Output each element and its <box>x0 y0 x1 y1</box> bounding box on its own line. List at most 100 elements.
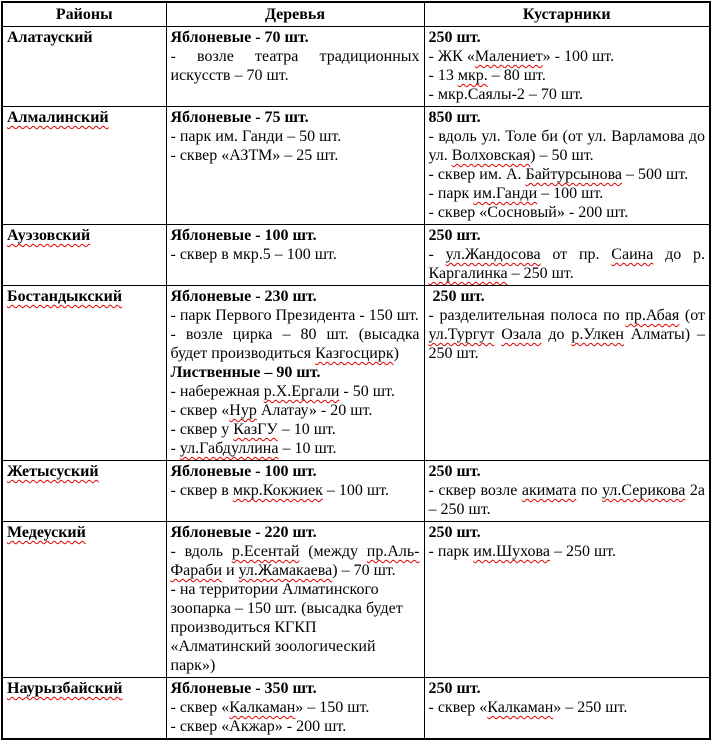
misspelled-word: ул.Тургут <box>428 326 495 343</box>
table-row: Медеуский Яблоневые - 220 шт. - вдоль р.Ес… <box>1 521 711 678</box>
misspelled-word: Саина <box>611 246 654 263</box>
entry-line: - возле театра традиционных искусств – 7… <box>170 48 420 84</box>
misspelled-word: р.Х.Ергали <box>263 383 340 400</box>
entry-heading-line: 250 шт. <box>428 524 481 541</box>
misspelled-word: Малениет <box>474 48 543 65</box>
misspelled-word: Ауэзовский <box>7 227 91 244</box>
misspelled-word: ул.Жамакаева <box>238 562 333 579</box>
header-shrubs: Кустарники <box>423 1 711 27</box>
table-body: Алатауский Яблоневые - 70 шт. - возле теат… <box>1 26 711 740</box>
entry-line: - сквер «Калкаман» – 150 шт. <box>170 699 370 716</box>
entry-line: - сквер в мкр.5 – 100 шт. <box>170 246 337 263</box>
entry-heading-line: 250 шт. <box>428 29 481 46</box>
entry-heading-line: 250 шт. <box>428 288 485 305</box>
table-row: Ауэзовский Яблоневые - 100 шт. - сквер в м… <box>1 224 711 286</box>
misspelled-word: мкр. <box>457 67 488 84</box>
entry-line: - парк Первого Президента - 150 шт. <box>170 307 419 324</box>
entry-line: - сквер им. А. Байтурсынова – 500 шт. <box>428 166 689 183</box>
entry-heading-line: Бостандыкский <box>7 287 162 306</box>
table-row: Алатауский Яблоневые - 70 шт. - возле теат… <box>1 26 711 107</box>
entry-heading-line: Яблоневые - 350 шт. <box>170 680 317 697</box>
trees-cell: Яблоневые - 230 шт. - парк Первого Презид… <box>165 285 425 461</box>
district-cell: Алатауский <box>1 26 167 107</box>
trees-cell: Яблоневые - 100 шт. - сквер в мкр.5 – 100… <box>165 224 425 286</box>
misspelled-word: Калкаман <box>487 699 554 716</box>
entry-line: - разделительная полоса по пр.Абая (от у… <box>428 307 706 362</box>
district-cell: Жетысуский <box>1 460 167 522</box>
misspelled-word: акимата <box>521 482 577 499</box>
table-row: Алмалинский Яблоневые - 75 шт. - парк им. … <box>1 106 711 225</box>
misspelled-word: Каргалинка <box>428 265 508 282</box>
district-cell: Бостандыкский <box>1 285 167 461</box>
entry-heading-line: Яблоневые - 100 шт. <box>170 227 317 244</box>
misspelled-word: пр.Абая <box>625 307 680 324</box>
entry-heading-line: Алатауский <box>7 29 93 46</box>
trees-cell: Яблоневые - 75 шт. - парк им. Ганди – 50 … <box>165 106 425 225</box>
entry-line: - ЖК «Малениет» - 100 шт. <box>428 48 615 65</box>
entry-line: - парк им.Шухова – 250 шт. <box>428 543 617 560</box>
misspelled-word: им.Ганди <box>473 185 538 202</box>
entry-line: - вдоль ул. Толе би (от ул. Варламова до… <box>428 128 706 164</box>
entry-line: - на территории Алматинского зоопарка – … <box>170 581 403 674</box>
entry-line: - ул.Жандосова от пр. Саина до р. Каргал… <box>428 246 706 282</box>
misspelled-word: Казгосцирк <box>315 345 394 362</box>
entry-line: - возле цирка – 80 шт. (высадка будет пр… <box>170 326 420 362</box>
entry-heading-line: Яблоневые - 230 шт. <box>170 288 317 305</box>
entry-line: - парк им. Ганди – 50 шт. <box>170 128 342 145</box>
entry-heading-line: Наурызбайский <box>7 679 162 698</box>
entry-line: - сквер «Нур Алатау» - 20 шт. <box>170 402 373 419</box>
district-cell: Наурызбайский <box>1 677 167 740</box>
entry-heading-line: Жетысуский <box>7 462 162 481</box>
entry-line: - парк им.Ганди – 100 шт. <box>428 185 604 202</box>
entry-heading-line: Алмалинский <box>7 108 162 127</box>
misspelled-word: им.Шухова <box>473 543 550 560</box>
misspelled-word: Волховская <box>451 147 531 164</box>
misspelled-word: Алмалинский <box>7 109 109 126</box>
trees-cell: Яблоневые - 100 шт. - сквер в мкр.Кокжиек… <box>165 460 425 522</box>
entry-heading-line: Лиственные – 90 шт. <box>170 364 321 381</box>
header-trees: Деревья <box>165 1 425 27</box>
entry-heading-line: Яблоневые - 75 шт. <box>170 109 309 126</box>
entry-line: - сквер «Калкаман» – 250 шт. <box>428 699 628 716</box>
entry-heading-line: Яблоневые - 100 шт. <box>170 463 317 480</box>
entry-line: - вдоль р.Есентай (между пр.Аль-Фараби и… <box>170 543 420 579</box>
misspelled-word: Байтурсынова <box>525 166 623 183</box>
misspelled-word: Озала <box>501 326 542 343</box>
header-districts: Районы <box>1 1 167 27</box>
shrubs-cell: 250 шт. - разделительная полоса по пр.Аба… <box>423 285 711 461</box>
shrubs-cell: 250 шт. - сквер «Калкаман» – 250 шт. <box>423 677 711 740</box>
shrubs-cell: 250 шт. - сквер возле акимата по ул.Серик… <box>423 460 711 522</box>
entry-line: - сквер «АЗТМ» – 25 шт. <box>170 147 339 164</box>
misspelled-word: ул.Габдуллина <box>179 440 279 457</box>
entry-heading-line: 250 шт. <box>428 463 481 480</box>
table-row: Жетысуский Яблоневые - 100 шт. - сквер в м… <box>1 460 711 522</box>
misspelled-word: Калкаман <box>229 699 296 716</box>
misspelled-word: пр.Аль-Фараби <box>170 543 420 579</box>
table-header: Районы Деревья Кустарники <box>1 1 711 27</box>
misspelled-word: р.Есентай <box>231 543 300 560</box>
misspelled-word: КазГУ <box>233 421 278 438</box>
table-row: Бостандыкский Яблоневые - 230 шт. - парк П… <box>1 285 711 461</box>
entry-heading-line: Ауэзовский <box>7 226 162 245</box>
misspelled-word: Нур <box>229 402 257 419</box>
shrubs-cell: 850 шт. - вдоль ул. Толе би (от ул. Варла… <box>423 106 711 225</box>
district-cell: Медеуский <box>1 521 167 678</box>
header-row: Районы Деревья Кустарники <box>1 1 711 27</box>
entry-heading-line: Медеуский <box>7 523 162 542</box>
entry-heading-line: 250 шт. <box>428 227 481 244</box>
entry-line: - ул.Габдуллина – 10 шт. <box>170 440 337 457</box>
misspelled-word: Бостандыкский <box>7 288 123 305</box>
entry-line: - сквер у КазГУ – 10 шт. <box>170 421 336 438</box>
shrubs-cell: 250 шт. - ул.Жандосова от пр. Саина до р.… <box>423 224 711 286</box>
trees-cell: Яблоневые - 350 шт. - сквер «Калкаман» – … <box>165 677 425 740</box>
shrubs-cell: 250 шт. - парк им.Шухова – 250 шт. <box>423 521 711 678</box>
entry-heading-line: Яблоневые - 220 шт. <box>170 524 317 541</box>
entry-line: - мкр.Саялы-2 – 70 шт. <box>428 86 584 103</box>
misspelled-word: р.Улкен <box>571 326 624 343</box>
misspelled-word: Медеуский <box>7 524 86 541</box>
entry-line: - сквер «Сосновый» - 200 шт. <box>428 204 629 221</box>
trees-cell: Яблоневые - 70 шт. - возле театра традици… <box>165 26 425 107</box>
entry-line: - 13 мкр. – 80 шт. <box>428 67 546 84</box>
entry-line: - сквер возле акимата по ул.Серикова 2а … <box>428 482 706 518</box>
